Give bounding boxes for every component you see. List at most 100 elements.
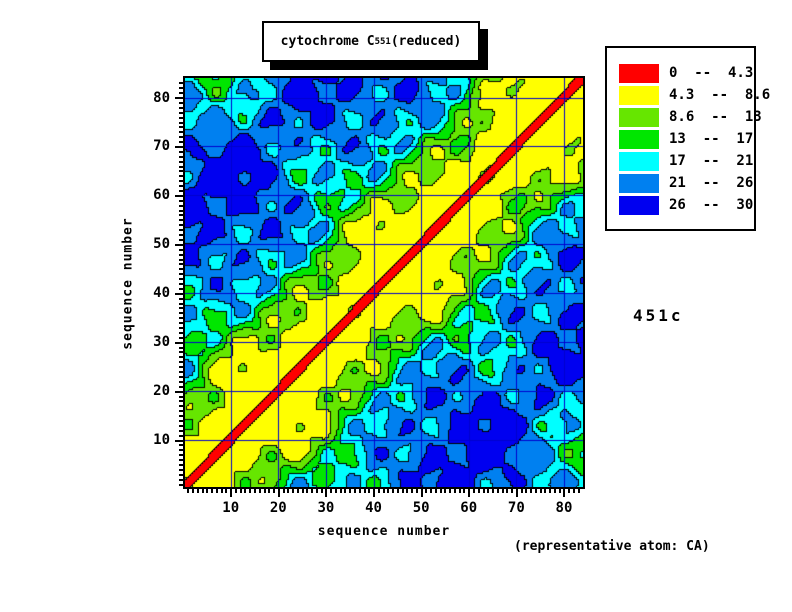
y-minor-tick [179, 170, 183, 173]
x-minor-tick [506, 489, 509, 493]
y-minor-tick [179, 101, 183, 104]
y-minor-tick [179, 111, 183, 114]
y-minor-tick [179, 454, 183, 457]
x-minor-tick [339, 489, 342, 493]
y-major-tick [175, 145, 183, 148]
y-minor-tick [179, 278, 183, 281]
y-tick-label: 50 [153, 236, 170, 253]
x-minor-tick [558, 489, 561, 493]
x-minor-tick [192, 489, 195, 493]
x-minor-tick [549, 489, 552, 493]
y-minor-tick [179, 287, 183, 290]
y-major-tick [175, 390, 183, 393]
y-tick-label: 80 [153, 89, 170, 106]
legend-range-label: 21 -- 26 [669, 175, 754, 191]
y-minor-tick [179, 150, 183, 153]
x-minor-tick [225, 489, 228, 493]
y-tick-label: 40 [153, 285, 170, 302]
y-minor-tick [179, 141, 183, 144]
y-minor-tick [179, 336, 183, 339]
y-minor-tick [179, 419, 183, 422]
x-minor-tick [487, 489, 490, 493]
x-minor-tick [415, 489, 418, 493]
x-minor-tick [530, 489, 533, 493]
x-minor-tick [539, 489, 542, 493]
x-minor-tick [315, 489, 318, 493]
y-tick-label: 30 [153, 334, 170, 351]
x-major-tick [277, 489, 280, 497]
y-minor-tick [179, 405, 183, 408]
y-minor-tick [179, 322, 183, 325]
y-minor-tick [179, 224, 183, 227]
x-tick-label: 50 [412, 500, 430, 516]
y-minor-tick [179, 356, 183, 359]
x-minor-tick [249, 489, 252, 493]
y-minor-tick [179, 375, 183, 378]
y-minor-tick [179, 434, 183, 437]
y-major-tick [175, 439, 183, 442]
y-minor-tick [179, 395, 183, 398]
y-minor-tick [179, 263, 183, 266]
y-minor-tick [179, 190, 183, 193]
x-minor-tick [334, 489, 337, 493]
x-tick-label: 60 [460, 500, 478, 516]
y-minor-tick [179, 106, 183, 109]
x-minor-tick [306, 489, 309, 493]
y-minor-tick [179, 449, 183, 452]
x-minor-tick [358, 489, 361, 493]
y-minor-tick [179, 131, 183, 134]
x-minor-tick [577, 489, 580, 493]
x-minor-tick [301, 489, 304, 493]
y-minor-tick [179, 116, 183, 119]
y-minor-tick [179, 371, 183, 374]
legend-color-swatch [619, 195, 659, 215]
x-minor-tick [496, 489, 499, 493]
x-minor-tick [368, 489, 371, 493]
chart-title-suffix: (reduced) [390, 34, 462, 49]
legend-row: 0 -- 4.3 [619, 62, 754, 84]
legend-range-label: 8.6 -- 13 [669, 109, 762, 125]
x-minor-tick [273, 489, 276, 493]
x-minor-tick [239, 489, 242, 493]
x-minor-tick [377, 489, 380, 493]
y-minor-tick [179, 199, 183, 202]
y-minor-tick [179, 180, 183, 183]
legend-range-label: 17 -- 21 [669, 153, 754, 169]
x-major-tick [325, 489, 328, 497]
legend-range-label: 0 -- 4.3 [669, 65, 754, 81]
legend-color-swatch [619, 85, 659, 105]
x-minor-tick [477, 489, 480, 493]
y-minor-tick [179, 463, 183, 466]
y-minor-tick [179, 248, 183, 251]
chart-title-prefix: cytochrome C [280, 34, 375, 49]
legend-row: 17 -- 21 [619, 150, 754, 172]
y-minor-tick [179, 258, 183, 261]
y-minor-tick [179, 253, 183, 256]
x-minor-tick [349, 489, 352, 493]
y-minor-tick [179, 82, 183, 85]
y-axis-label: sequence number [120, 217, 136, 350]
y-minor-tick [179, 473, 183, 476]
x-minor-tick [215, 489, 218, 493]
y-minor-tick [179, 483, 183, 486]
y-minor-tick [179, 478, 183, 481]
x-minor-tick [344, 489, 347, 493]
x-minor-tick [401, 489, 404, 493]
x-tick-label: 70 [507, 500, 525, 516]
x-tick-label: 40 [365, 500, 382, 516]
x-minor-tick [473, 489, 475, 493]
y-minor-tick [179, 185, 183, 188]
y-minor-tick [179, 302, 183, 305]
y-minor-tick [179, 424, 183, 427]
y-major-tick [175, 97, 183, 100]
y-minor-tick [179, 327, 183, 329]
y-minor-tick [179, 234, 183, 237]
y-minor-tick [179, 121, 183, 124]
y-minor-tick [179, 219, 183, 222]
x-minor-tick [287, 489, 290, 493]
y-minor-tick [179, 209, 183, 212]
legend: 0 -- 4.3 4.3 -- 8.6 8.6 -- 13 13 -- 17 17 --… [605, 46, 770, 231]
x-minor-tick [187, 489, 190, 493]
x-minor-tick [263, 489, 266, 493]
